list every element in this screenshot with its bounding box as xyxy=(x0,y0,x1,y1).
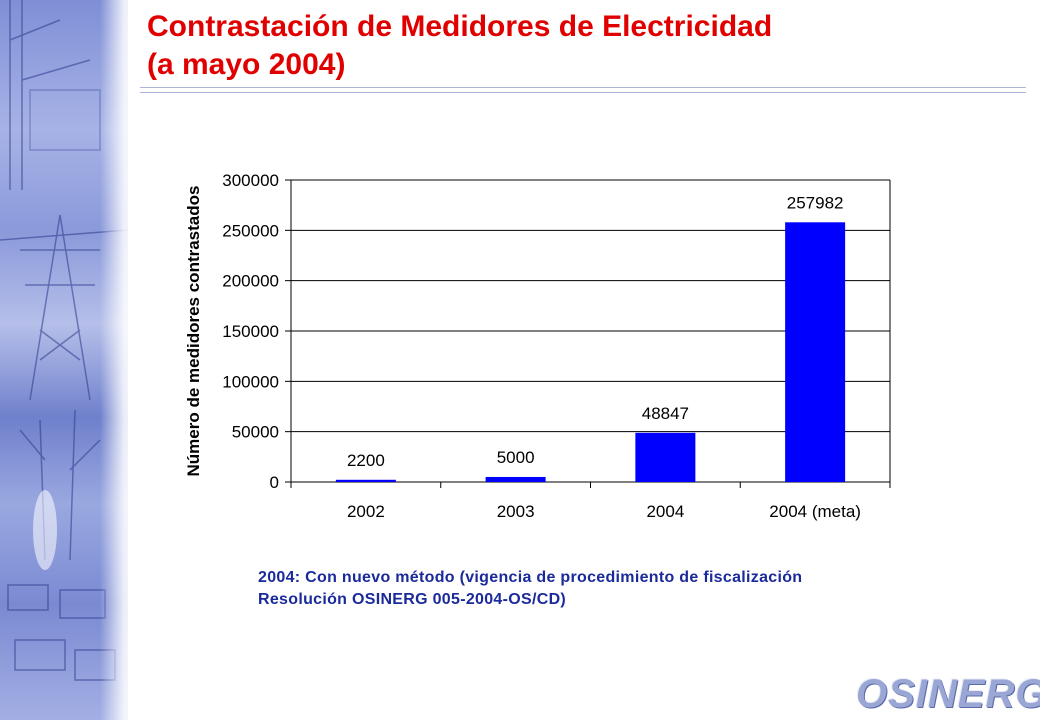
bar-2004 xyxy=(635,432,696,482)
bar-2004-meta- xyxy=(785,222,846,482)
footnote-line-2: Resolución OSINERG 005-2004-OS/CD) xyxy=(258,591,567,608)
y-tick-label: 250000 xyxy=(222,221,279,240)
y-tick-label: 100000 xyxy=(222,372,279,391)
bar-2003 xyxy=(485,476,546,482)
data-label: 48847 xyxy=(642,404,689,423)
title-line-1: Contrastación de Medidores de Electricid… xyxy=(147,10,773,43)
footnote: 2004: Con nuevo método (vigencia de proc… xyxy=(258,567,802,611)
x-tick-label: 2003 xyxy=(497,502,535,521)
footnote-line-1: 2004: Con nuevo método (vigencia de proc… xyxy=(258,569,803,586)
y-tick-label: 0 xyxy=(270,473,279,492)
bar-2002 xyxy=(335,479,396,482)
data-label: 257982 xyxy=(787,193,844,212)
osinerg-logo: OSINERG xyxy=(856,672,1040,716)
x-tick-label: 2004 (meta) xyxy=(769,502,861,521)
y-axis-title: Número de medidores contrastados xyxy=(184,186,203,477)
y-tick-label: 50000 xyxy=(232,423,279,442)
x-tick-label: 2004 xyxy=(646,502,684,521)
data-label: 2200 xyxy=(347,451,385,470)
decorative-photo-strip xyxy=(0,0,128,720)
title-divider xyxy=(140,87,1026,93)
page-title: Contrastación de Medidores de Electricid… xyxy=(147,8,772,84)
labels: 0 50000 100000 150000 200000 250000 300000 2200… xyxy=(184,171,861,521)
x-tick-label: 2002 xyxy=(347,502,385,521)
y-tick-label: 200000 xyxy=(222,272,279,291)
title-line-2: (a mayo 2004) xyxy=(147,48,346,81)
bars xyxy=(335,222,846,482)
strip-fade xyxy=(100,0,128,720)
y-tick-label: 300000 xyxy=(222,171,279,190)
data-label: 5000 xyxy=(497,448,535,467)
y-tick-label: 150000 xyxy=(222,322,279,341)
photo-collage-graphic xyxy=(0,0,128,681)
